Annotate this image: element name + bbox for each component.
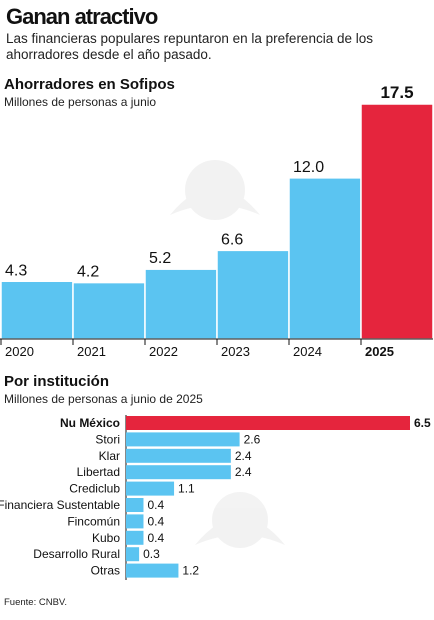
institution-bar — [126, 416, 410, 430]
institution-value-label: 0.4 — [147, 498, 164, 512]
institution-section-title: Por institución — [4, 373, 109, 390]
institution-bar — [126, 530, 144, 545]
annual-value-label: 4.2 — [77, 264, 99, 281]
institution-category-label: Klar — [99, 449, 120, 463]
institution-value-label: 2.6 — [244, 432, 261, 446]
institution-value-label: 0.4 — [147, 514, 164, 528]
institution-value-label: 1.1 — [178, 482, 195, 496]
annual-value-label: 12.0 — [293, 159, 324, 176]
institution-value-label: 0.3 — [143, 547, 160, 561]
institution-bar — [126, 448, 231, 463]
institution-category-label: Fincomún — [67, 514, 120, 528]
eagle-watermark-icon — [170, 160, 260, 220]
annual-section-title: Ahorradores en Sofipos — [4, 76, 175, 93]
annual-x-tick-label: 2025 — [365, 344, 394, 359]
eagle-watermark-icon — [195, 492, 285, 548]
annual-x-tick-label: 2020 — [5, 344, 34, 359]
institution-category-label: Libertad — [77, 465, 120, 479]
institution-bar — [126, 481, 175, 496]
institution-value-label: 2.4 — [235, 449, 252, 463]
institution-category-label: Financiera Sustentable — [0, 498, 120, 512]
institution-category-label: Nu México — [60, 416, 120, 430]
institution-value-label: 1.2 — [182, 564, 199, 578]
institution-bar — [126, 547, 140, 562]
annual-section-subtitle: Millones de personas a junio — [4, 95, 157, 109]
institution-bar — [126, 432, 240, 447]
annual-x-tick-label: 2021 — [77, 344, 106, 359]
institution-value-label: 6.5 — [414, 416, 431, 430]
institution-value-label: 2.4 — [235, 465, 252, 479]
annual-x-tick-label: 2024 — [293, 344, 322, 359]
institution-category-label: Stori — [95, 432, 120, 446]
chart-subtitle: Las financieras populares repuntaron en … — [6, 31, 373, 62]
source-note: Fuente: CNBV. — [4, 597, 68, 608]
annual-value-label: 17.5 — [380, 83, 413, 102]
institution-bar — [126, 498, 144, 512]
institution-bar — [126, 465, 231, 480]
institution-value-label: 0.4 — [147, 531, 164, 545]
institution-category-label: Kubo — [92, 531, 120, 545]
chart-title: Ganan atractivo — [6, 4, 158, 29]
institution-category-label: Otras — [91, 564, 120, 578]
annual-bar — [144, 268, 218, 340]
institution-bar — [126, 563, 179, 578]
institution-category-label: Desarrollo Rural — [33, 547, 120, 561]
annual-bar — [360, 103, 434, 340]
annual-value-label: 6.6 — [221, 231, 243, 248]
institution-category-label: Crediclub — [69, 482, 120, 496]
institution-bar — [126, 514, 144, 529]
annual-bar-chart: 4.3 2020 4.2 2021 5.2 2022 6.6 2023 12.0 2024 17.5… — [0, 83, 434, 359]
annual-value-label: 5.2 — [149, 250, 171, 267]
annual-value-label: 4.3 — [5, 262, 27, 279]
annual-x-tick-label: 2023 — [221, 344, 250, 359]
annual-bar — [216, 249, 290, 340]
annual-x-tick-label: 2022 — [149, 344, 178, 359]
institution-section-subtitle: Millones de personas a junio de 2025 — [4, 392, 203, 406]
